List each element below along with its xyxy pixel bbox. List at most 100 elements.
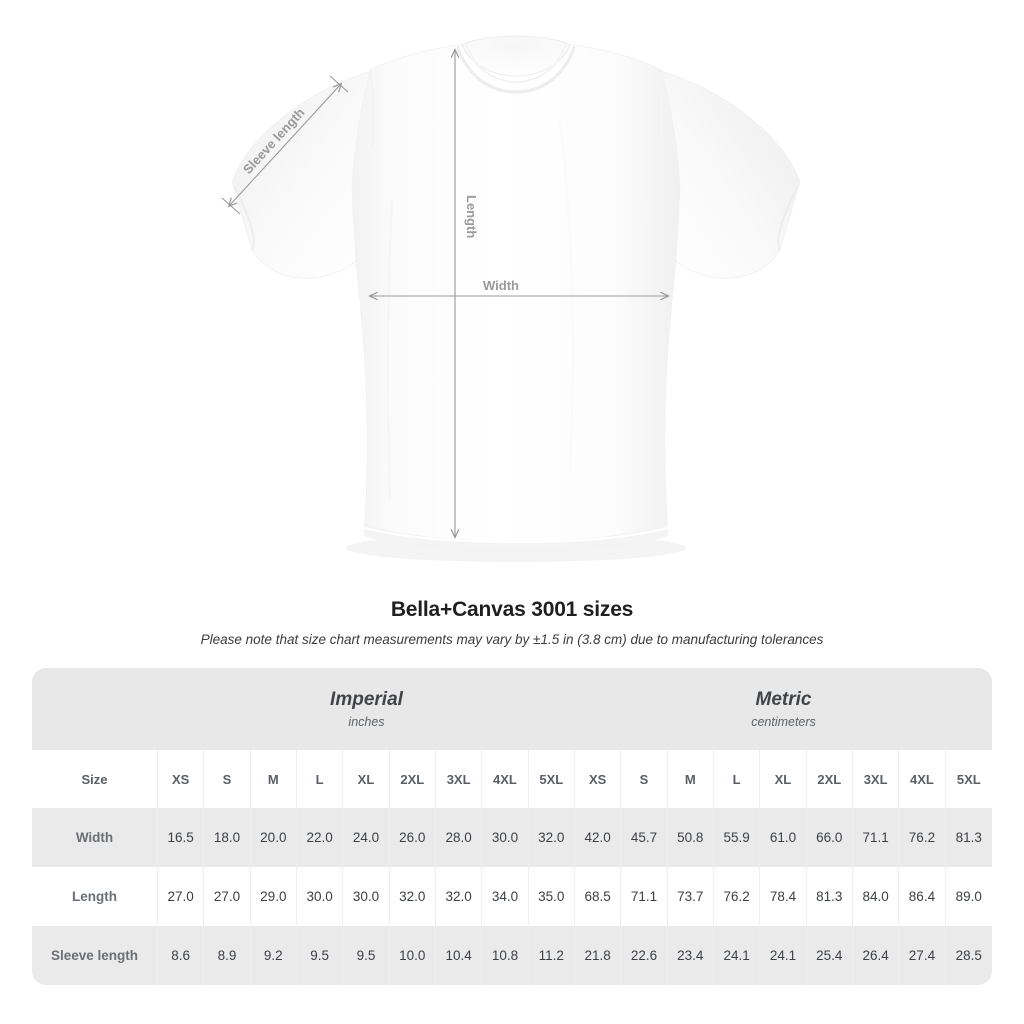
cell-width-metric-m: 50.8 [667,808,714,867]
size-header-imperial-l: L [296,750,344,808]
unit-sub-metric: centimeters [751,714,816,729]
size-header-imperial-5xl: 5XL [528,750,575,808]
cell-width-metric-3xl: 71.1 [852,808,900,867]
cell-width-imperial-5xl: 32.0 [528,808,575,867]
cell-length-imperial-s: 27.0 [204,867,251,926]
size-header-imperial-2xl: 2XL [389,750,436,808]
cell-length-metric-3xl: 84.0 [852,867,900,926]
cell-length-imperial-2xl: 32.0 [389,867,436,926]
cell-width-metric-2xl: 66.0 [806,808,853,867]
cell-sleeve-length-metric-m: 23.4 [667,926,714,985]
size-header-metric-s: S [621,750,668,808]
cell-sleeve-length-metric-xl: 24.1 [760,926,807,985]
unit-name-metric: Metric [755,689,812,711]
cell-length-metric-s: 71.1 [621,867,668,926]
cell-sleeve-length-imperial-5xl: 11.2 [528,926,575,985]
cell-width-imperial-2xl: 26.0 [389,808,436,867]
size-header-imperial-3xl: 3XL [435,750,483,808]
cell-sleeve-length-metric-l: 24.1 [713,926,761,985]
fold-left [386,199,394,501]
cell-length-metric-xs: 68.5 [574,867,622,926]
shoulder-seam-left [369,69,375,151]
table-row: Width 16.5 18.0 20.0 22.0 24.0 26.0 28.0 30.0 32.… [32,808,992,867]
tolerance-note: Please note that size chart measurements… [200,632,824,647]
size-header-metric-2xl: 2XL [806,750,853,808]
cell-width-metric-5xl: 81.3 [945,808,992,867]
cell-length-imperial-5xl: 35.0 [528,867,575,926]
size-header-metric-l: L [713,750,761,808]
cell-sleeve-length-metric-4xl: 27.4 [899,926,946,985]
cell-sleeve-length-metric-s: 22.6 [621,926,668,985]
size-header-metric-4xl: 4XL [899,750,946,808]
unit-header-row: Imperial inches Metric centimeters [32,668,992,750]
cell-length-imperial-l: 30.0 [296,867,344,926]
row-label-sleeve-length: Sleeve length [32,926,158,985]
cell-sleeve-length-imperial-m: 9.2 [250,926,297,985]
sleeve-length-tick-start [221,197,241,215]
right-sleeve [659,71,801,279]
cell-length-metric-2xl: 81.3 [806,867,853,926]
cell-width-metric-xs: 42.0 [574,808,622,867]
table-row: Length 27.0 27.0 29.0 30.0 30.0 32.0 32.0 34.0 35… [32,867,992,926]
cell-width-metric-l: 55.9 [713,808,761,867]
hem-highlight [363,526,669,544]
size-header-row: Size XS S M L XL 2XL 3XL 4XL 5XL XS S M L XL 2XL 3XL 4XL 5… [32,750,992,808]
size-header-imperial-xs: XS [158,750,205,808]
cell-length-imperial-4xl: 34.0 [482,867,529,926]
size-header-metric-m: M [667,750,714,808]
size-table: Imperial inches Metric centimeters Size XS S M L… [32,668,992,985]
fold-center [559,119,574,471]
row-label-length: Length [32,867,158,926]
tshirt-diagram: Sleeve length Length Width [221,35,801,562]
collar-rib [465,43,567,84]
cell-width-metric-s: 45.7 [621,808,668,867]
sleeve-length-arrow [229,84,341,206]
cell-sleeve-length-metric-2xl: 25.4 [806,926,853,985]
size-header-imperial-m: M [250,750,297,808]
cell-sleeve-length-imperial-3xl: 10.4 [435,926,483,985]
cell-length-imperial-3xl: 32.0 [435,867,483,926]
size-header-imperial-xl: XL [343,750,390,808]
title-block: Bella+Canvas 3001 sizes Please note that… [0,598,1024,647]
row-label-width: Width [32,808,158,867]
cell-length-imperial-m: 29.0 [250,867,297,926]
width-label: Width [483,278,519,293]
cell-sleeve-length-metric-5xl: 28.5 [945,926,992,985]
shoulder-seam-right [657,69,663,151]
unit-header-spacer [32,668,158,750]
page-title: Bella+Canvas 3001 sizes [390,598,634,621]
table-row: Sleeve length 8.6 8.9 9.2 9.5 9.5 10.0 10.4 10.8… [32,926,992,985]
shirt-body [351,44,681,549]
cell-length-imperial-xl: 30.0 [343,867,390,926]
sleeve-length-tick-end [329,75,349,93]
size-header-metric-3xl: 3XL [852,750,900,808]
cell-width-imperial-l: 22.0 [296,808,344,867]
hem [364,524,668,554]
width-annotation: Width [370,278,668,296]
cell-width-imperial-3xl: 28.0 [435,808,483,867]
collar [461,35,571,77]
size-header-imperial-4xl: 4XL [482,750,529,808]
size-chart-table: Imperial inches Metric centimeters Size XS S M L… [32,668,992,985]
size-header-metric-xs: XS [574,750,622,808]
unit-name-imperial: Imperial [330,689,403,711]
cell-length-metric-m: 73.7 [667,867,714,926]
collar-inner [456,46,576,94]
cell-sleeve-length-imperial-2xl: 10.0 [389,926,436,985]
cell-sleeve-length-metric-3xl: 26.4 [852,926,900,985]
cell-width-metric-4xl: 76.2 [899,808,946,867]
cell-length-imperial-xs: 27.0 [158,867,205,926]
cell-sleeve-length-imperial-l: 9.5 [296,926,344,985]
size-header-label: Size [32,750,158,808]
cell-sleeve-length-imperial-xs: 8.6 [158,926,205,985]
fold-right [640,199,648,501]
unit-sub-imperial: inches [348,714,385,729]
size-header-imperial-s: S [204,750,251,808]
cell-sleeve-length-metric-xs: 21.8 [574,926,622,985]
right-cuff [777,185,799,251]
size-header-metric-5xl: 5XL [945,750,992,808]
cell-length-metric-4xl: 86.4 [899,867,946,926]
cell-width-imperial-m: 20.0 [250,808,297,867]
size-header-metric-xl: XL [760,750,807,808]
cell-width-metric-xl: 61.0 [760,808,807,867]
